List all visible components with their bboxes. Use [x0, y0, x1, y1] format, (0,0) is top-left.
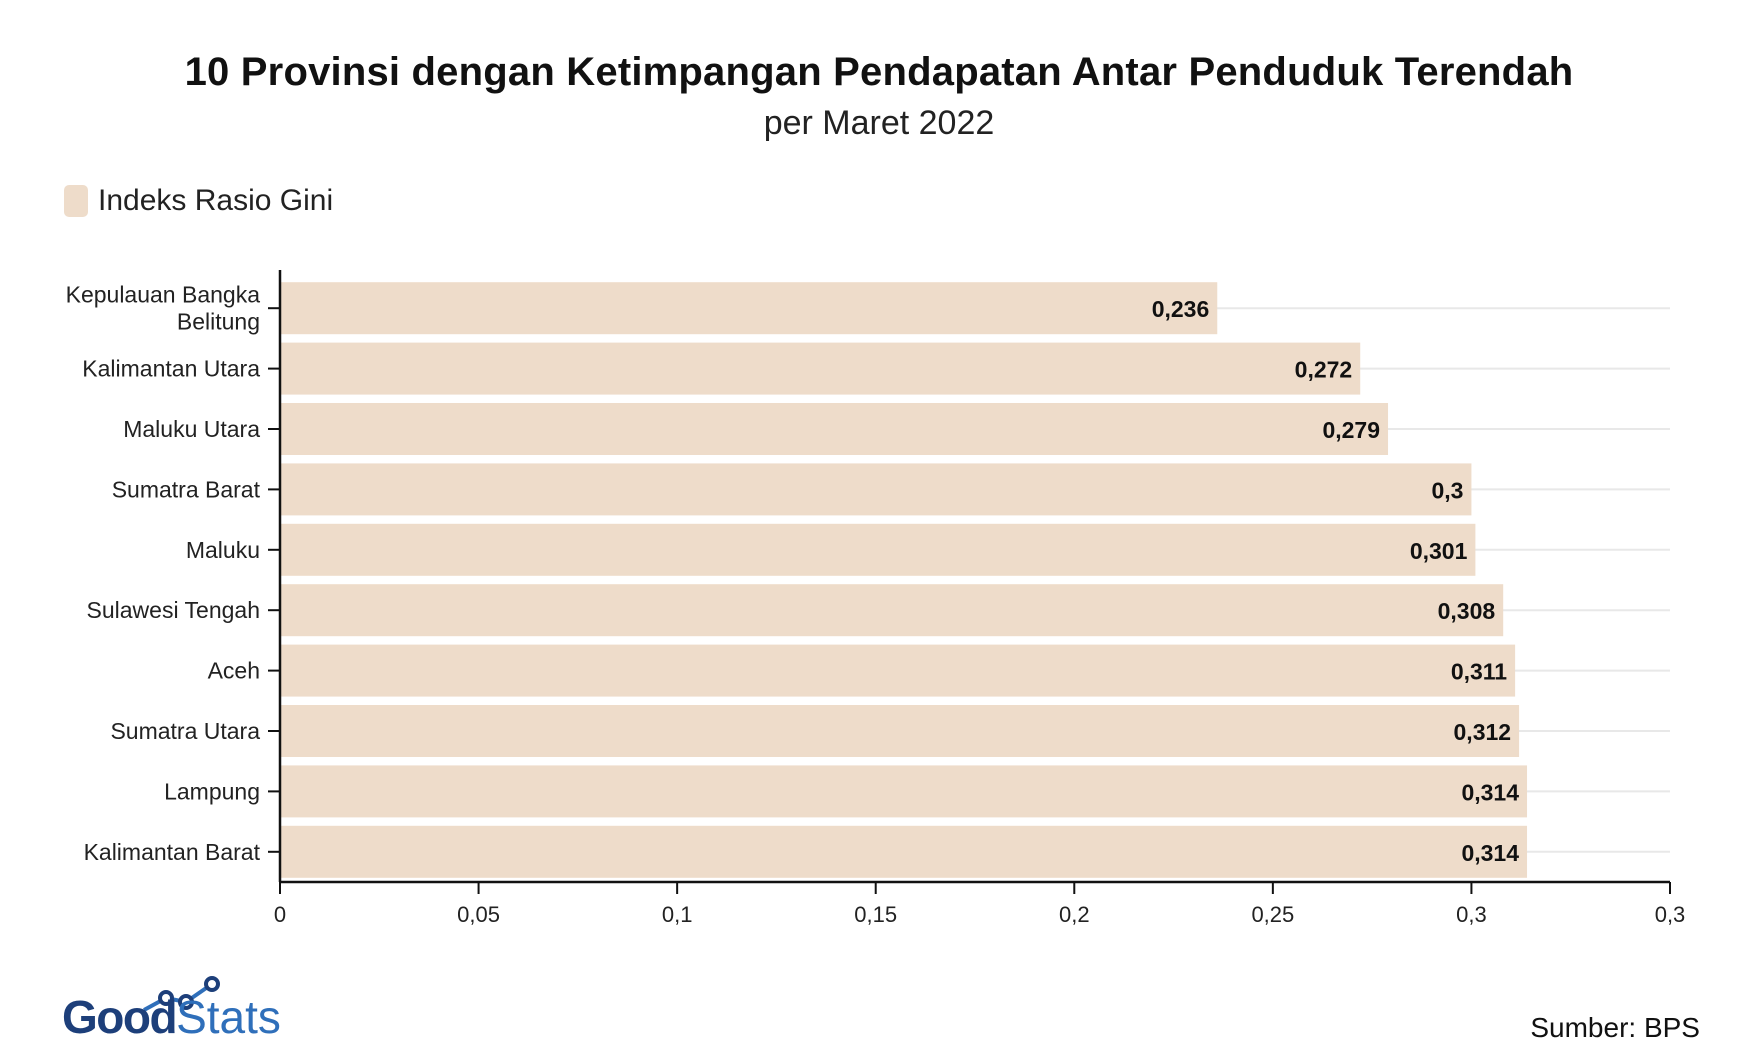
category-label: Belitung — [177, 309, 260, 335]
category-label: Kepulauan Bangka — [66, 282, 261, 308]
bar — [280, 825, 1528, 878]
x-tick-label: 0,3 — [1655, 902, 1686, 927]
logo-text-good: Good — [62, 991, 178, 1043]
category-label: Maluku Utara — [123, 416, 260, 442]
bar — [280, 342, 1361, 395]
x-tick-label: 0,05 — [457, 902, 500, 927]
category-label: Lampung — [164, 778, 260, 804]
x-tick-label: 0,2 — [1059, 902, 1090, 927]
value-label: 0,308 — [1438, 598, 1496, 624]
value-label: 0,311 — [1451, 659, 1507, 685]
chart-subtitle: per Maret 2022 — [763, 104, 995, 142]
value-label: 0,314 — [1461, 779, 1519, 805]
value-label: 0,312 — [1454, 719, 1512, 745]
x-tick-label: 0,25 — [1251, 902, 1294, 927]
category-label: Sumatra Utara — [110, 718, 260, 744]
value-label: 0,301 — [1410, 538, 1468, 564]
value-label: 0,3 — [1431, 477, 1463, 503]
category-label: Sulawesi Tengah — [87, 597, 260, 623]
x-tick-label: 0,3 — [1456, 902, 1487, 927]
value-label: 0,279 — [1322, 417, 1380, 443]
category-label: Aceh — [208, 658, 260, 684]
legend-label: Indeks Rasio Gini — [98, 184, 334, 217]
graph-node-icon — [143, 976, 220, 1012]
bar — [280, 403, 1389, 455]
x-tick-label: 0,1 — [662, 902, 693, 927]
category-label: Kalimantan Barat — [84, 839, 261, 865]
bar — [280, 705, 1520, 757]
bar — [280, 644, 1516, 697]
value-label: 0,314 — [1461, 840, 1519, 866]
bar — [280, 765, 1528, 818]
chart-title: 10 Provinsi dengan Ketimpangan Pendapata… — [184, 50, 1574, 94]
x-tick-label: 0 — [274, 902, 286, 927]
legend: Indeks Rasio Gini — [64, 184, 333, 218]
value-label: 0,272 — [1295, 357, 1353, 383]
value-label: 0,236 — [1152, 296, 1210, 322]
legend-swatch — [64, 185, 88, 217]
category-label: Maluku — [186, 537, 260, 563]
x-tick-label: 0,15 — [854, 902, 897, 927]
bar — [280, 463, 1472, 516]
category-label: Sumatra Barat — [112, 476, 261, 502]
bar — [280, 584, 1504, 637]
logo-text: GoodStats — [62, 994, 281, 1040]
bar — [280, 282, 1218, 335]
bar — [280, 523, 1476, 576]
logo-text-stats: Stats — [176, 991, 281, 1043]
goodstats-logo: GoodStats — [62, 972, 302, 1042]
source-note: Sumber: BPS — [1530, 1012, 1700, 1043]
category-label: Kalimantan Utara — [82, 356, 260, 382]
